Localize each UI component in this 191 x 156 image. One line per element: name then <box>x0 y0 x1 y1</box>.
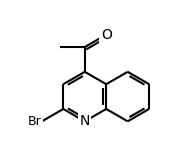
Text: N: N <box>80 114 90 128</box>
Text: Br: Br <box>28 115 42 128</box>
Text: O: O <box>101 28 112 42</box>
